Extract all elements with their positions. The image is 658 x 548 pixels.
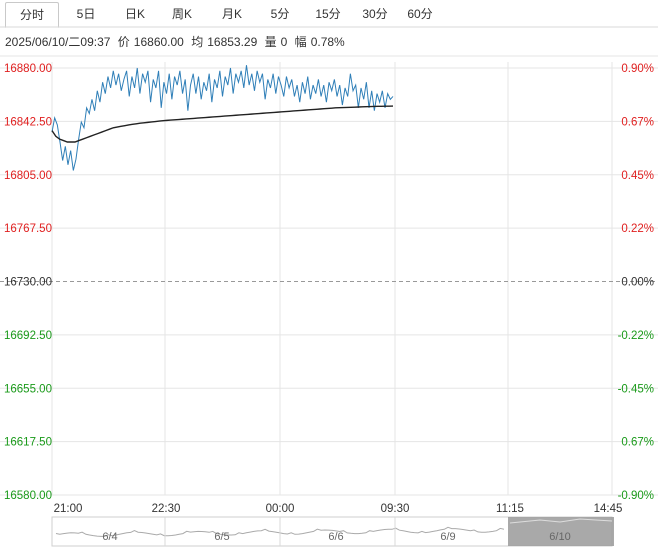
y-tick-label-4: 16730.00 [4,277,52,289]
pct-tick-label-4: 0.00% [621,277,654,289]
y-tick-label-6: 16655.00 [4,383,52,395]
price-label: 价 [117,35,130,49]
navigator-label-3: 6/9 [440,531,455,543]
y-tick-label-7: 16617.50 [4,437,52,449]
change-value: 0.78% [310,35,345,49]
average-line [51,105,394,143]
y-tick-label-3: 16767.50 [4,223,52,235]
y-tick-label-8: 16580.00 [4,490,52,502]
pct-tick-label-1: 0.67% [621,116,654,128]
x-tick-label-4: 11:15 [496,503,524,515]
tab-0[interactable]: 分时 [5,2,59,28]
x-tick-label-0: 21:00 [54,503,83,515]
y-tick-label-5: 16692.50 [4,330,52,342]
tab-4[interactable]: 月K [221,7,242,21]
x-tick-label-5: 14:45 [594,503,623,515]
x-tick-label-2: 00:00 [266,503,295,515]
pct-tick-label-5: -0.22% [618,330,654,342]
y-tick-label-2: 16805.00 [4,170,52,182]
pct-tick-label-8: -0.90% [618,490,654,502]
pct-tick-label-0: 0.90% [621,63,654,75]
tab-5[interactable]: 5分 [270,7,290,21]
navigator-label-0: 6/4 [102,531,117,543]
navigator-label-2: 6/6 [328,531,343,543]
tab-2[interactable]: 日K [124,7,145,21]
navigator-label-4: 6/10 [549,531,570,543]
volume-value: 0 [280,35,288,49]
tab-1[interactable]: 5日 [76,7,96,21]
avg-label: 均 [191,35,204,49]
navigator-selection-sparkline [509,518,613,524]
y-tick-label-0: 16880.00 [4,63,52,75]
avg-value: 16853.29 [207,35,258,49]
tab-7[interactable]: 30分 [362,7,388,21]
price-value: 16860.00 [133,35,184,49]
pct-tick-label-6: -0.45% [618,383,654,395]
x-tick-label-3: 09:30 [381,503,410,515]
volume-label: 量 [264,35,277,49]
pct-tick-label-2: 0.45% [621,170,654,182]
change-label: 幅 [294,35,307,49]
tab-8[interactable]: 60分 [407,7,433,21]
x-tick-label-1: 22:30 [152,503,181,515]
navigator-label-1: 6/5 [214,531,229,543]
tab-3[interactable]: 周K [171,7,192,21]
period-tabs: 分时 5日 日K 周K 月K 5分 15分 30分 60分 [0,0,658,28]
y-tick-label-1: 16842.50 [4,116,52,128]
tab-6[interactable]: 15分 [315,7,341,21]
quote-datetime: 2025/06/10/二09:37 [5,35,111,49]
pct-tick-label-3: 0.22% [621,223,654,235]
price-line [51,65,394,171]
pct-tick-label-7: 0.67% [621,437,654,449]
